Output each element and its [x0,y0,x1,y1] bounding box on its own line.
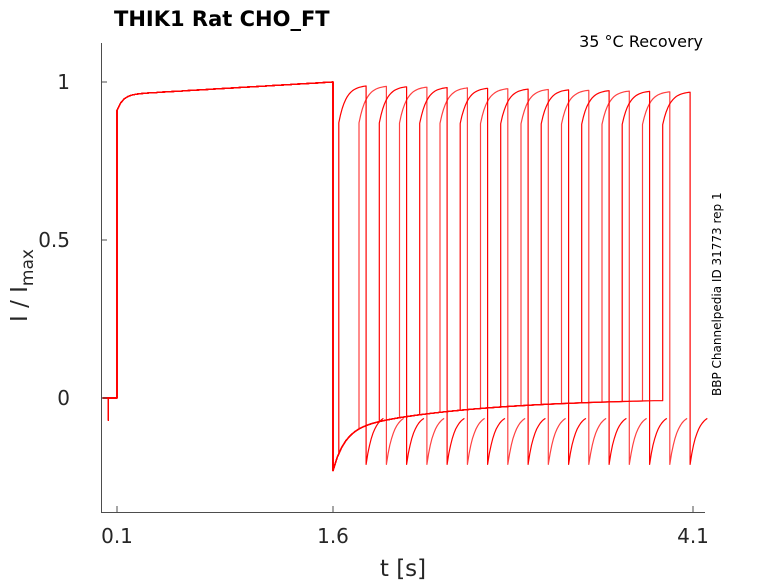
y-tick-label: 1 [57,70,70,94]
sweep-trace-4 [102,81,445,472]
chart-title: THIK1 Rat CHO_FT [114,7,330,31]
y-tick-label: 0.5 [38,228,70,252]
sweep-trace-2 [102,81,404,472]
x-axis-label: t [s] [380,556,426,582]
sweep-trace-8 [102,81,526,472]
x-ticks: 0.1 1.6 4.1 [101,506,709,548]
y-ticks: 00.51 [38,70,107,410]
sweep-trace-11 [102,81,587,472]
sweep-trace-10 [102,81,566,472]
current-traces [102,81,708,472]
sweep-trace-16 [102,81,688,472]
sweep-trace-12 [102,81,607,472]
y-axis-label: I / Imax [7,249,38,322]
source-label: BBP Channelpedia ID 31773 rep 1 [710,192,724,396]
sweep-trace-17 [102,81,708,472]
x-tick-label: 4.1 [677,524,709,548]
y-tick-label: 0 [57,386,70,410]
sweep-trace-5 [102,81,465,472]
y-axis-label-subscript: max [18,249,38,286]
y-axis-label-main: I / I [7,286,33,322]
sweep-trace-3 [102,81,425,472]
sweep-trace-9 [102,81,546,472]
sweep-trace-1 [102,81,384,472]
x-tick-label: 1.6 [317,524,349,548]
condition-annotation: 35 °C Recovery [579,32,703,51]
sweep-trace-14 [102,81,647,472]
x-tick-label: 0.1 [101,524,133,548]
